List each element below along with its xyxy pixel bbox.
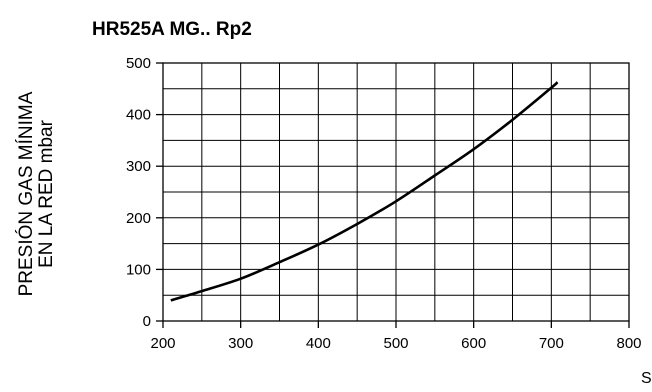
y-axis-label-line-2: EN LA RED mbar	[36, 119, 57, 267]
x-tick-label: 300	[228, 335, 253, 352]
chart-title: HR525A MG.. Rp2	[92, 19, 252, 40]
y-axis-label-line-1: PRESIÓN GAS MÍNIMA	[15, 91, 37, 296]
y-tick-label: 300	[126, 158, 151, 175]
y-axis-ticks: 0 100 200 300 400 500	[126, 55, 163, 330]
x-tick-label: 700	[539, 335, 564, 352]
grid	[163, 63, 629, 321]
y-tick-label: 400	[126, 107, 151, 124]
y-axis-label: PRESIÓN GAS MÍNIMA EN LA RED mbar	[15, 91, 57, 296]
y-tick-label: 500	[126, 55, 151, 72]
x-axis-label: S	[641, 370, 652, 387]
y-tick-label: 100	[126, 261, 151, 278]
x-tick-label: 800	[616, 335, 641, 352]
x-tick-label: 200	[150, 335, 175, 352]
x-axis-ticks: 200 300 400 500 600 700 800	[150, 321, 642, 352]
x-tick-label: 500	[383, 335, 408, 352]
x-tick-label: 400	[306, 335, 331, 352]
pressure-curve	[170, 81, 559, 302]
y-tick-label: 200	[126, 210, 151, 227]
y-tick-label: 0	[143, 313, 151, 330]
x-tick-label: 600	[461, 335, 486, 352]
